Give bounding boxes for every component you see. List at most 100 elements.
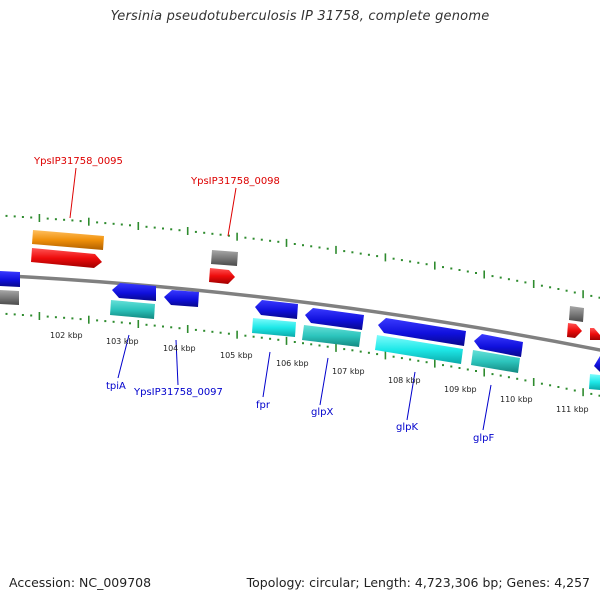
upper-track-dot <box>425 263 428 266</box>
callout-line-0097 <box>175 339 179 386</box>
upper-track-dot <box>442 266 444 269</box>
lower-track-dot <box>516 377 519 380</box>
upper-track-dot <box>409 260 412 263</box>
lower-track-dot <box>549 384 552 387</box>
gene-blue-glpK <box>378 318 466 346</box>
label-YpsIP31758_0097: YpsIP31758_0097 <box>133 387 223 398</box>
gene-blue-glpF <box>474 334 523 357</box>
upper-track-dot <box>260 238 263 241</box>
upper-track-dot <box>227 234 230 237</box>
upper-track-dot <box>162 227 164 230</box>
label-YpsIP31758_0098: YpsIP31758_0098 <box>190 176 280 187</box>
upper-track-dot <box>96 221 99 224</box>
lower-track-dot <box>203 329 206 332</box>
lower-track-dot <box>565 387 568 390</box>
lower-track-dot <box>409 358 412 361</box>
upper-track-dot <box>400 259 403 262</box>
lower-track-dot <box>120 321 123 324</box>
callout-line-glpK <box>406 371 416 421</box>
upper-track-dot <box>252 237 255 240</box>
lower-track-dot <box>112 320 115 323</box>
lower-track-dot <box>79 318 82 321</box>
callout-line-fpr <box>262 351 271 398</box>
lower-track-dot <box>252 335 255 338</box>
lower-track-dot <box>392 355 395 358</box>
upper-track-dot <box>178 229 181 232</box>
upper-track-dot <box>475 272 477 274</box>
lower-track-dot <box>302 342 304 345</box>
tick-label-108: 108 kbp <box>388 376 421 385</box>
lower-track-dot <box>30 314 33 317</box>
upper-track-dot <box>269 239 272 242</box>
upper-track-dot <box>359 252 362 255</box>
footer-accession: Accession: NC_009708 <box>9 575 152 590</box>
gene-blue-right-edge <box>594 356 600 372</box>
callout-line-tpiA <box>117 334 130 379</box>
footer-stats: Topology: circular; Length: 4,723,306 bp… <box>246 575 590 590</box>
upper-track-dot <box>5 214 8 217</box>
lower-track-dot <box>96 319 99 322</box>
lower-track-dot <box>425 361 428 364</box>
upper-track-dot <box>145 225 148 228</box>
callout-line-0098 <box>227 187 237 237</box>
upper-track-dot <box>104 222 107 225</box>
upper-track-dot <box>516 279 519 282</box>
lower-track-dot <box>219 331 222 334</box>
upper-tick-track <box>5 214 600 299</box>
upper-track-dot <box>194 230 197 233</box>
lower-track-dot <box>318 344 321 347</box>
lower-track-dot <box>590 392 593 395</box>
tick-label-111: 111 kbp <box>556 405 589 414</box>
upper-track-dot <box>392 257 395 260</box>
upper-track-dot <box>590 294 593 297</box>
lower-track-dot <box>54 316 57 319</box>
lower-track-dot <box>499 374 502 377</box>
upper-track-dot <box>120 223 123 226</box>
lower-track-dot <box>376 353 379 356</box>
lower-track-dot <box>524 379 527 382</box>
upper-track-dot <box>540 284 543 287</box>
lower-track-dot <box>153 324 156 327</box>
upper-track-dot <box>367 253 370 256</box>
gene-blue-left-edge <box>0 271 20 287</box>
gene-orange-upper <box>32 230 104 250</box>
lower-track-dot <box>277 338 280 341</box>
lower-track-dot <box>129 322 131 325</box>
label-tpiA: tpiA <box>106 381 126 392</box>
lower-track-dot <box>194 328 197 331</box>
lower-track-dot <box>145 323 148 326</box>
lower-track-dot <box>104 320 107 323</box>
upper-track-dot <box>499 276 502 279</box>
upper-track-dot <box>293 243 296 245</box>
upper-track-dot <box>565 289 568 292</box>
lower-track-dot <box>507 376 510 379</box>
tick-label-104: 104 kbp <box>163 344 196 353</box>
tick-label-106: 106 kbp <box>276 359 309 368</box>
lower-track-dot <box>21 314 24 316</box>
upper-track-dot <box>211 232 214 235</box>
upper-track-dot <box>557 288 560 290</box>
upper-track-dot <box>153 226 156 229</box>
upper-track-dot <box>598 296 600 299</box>
lower-track-dot <box>170 326 173 329</box>
upper-track-dot <box>491 275 494 278</box>
gene-cyan-fpr <box>252 318 296 337</box>
gene-red-upper <box>31 248 102 268</box>
upper-track-dot <box>573 291 576 294</box>
tick-label-102: 102 kbp <box>50 331 83 340</box>
lower-track-dot <box>227 332 230 335</box>
upper-track-dot <box>450 267 453 270</box>
lower-track-dot <box>400 357 403 360</box>
tick-label-109: 109 kbp <box>444 385 477 394</box>
gene-gray-upper-right <box>569 306 584 322</box>
gene-red-upper-right <box>567 323 582 338</box>
lower-track-dot <box>293 341 296 343</box>
lower-tick-track <box>5 312 600 397</box>
upper-track-dot <box>310 245 313 248</box>
upper-track-dot <box>112 222 115 225</box>
gene-blue-glpX <box>305 308 364 330</box>
tick-label-105: 105 kbp <box>220 351 253 360</box>
upper-track-dot <box>54 218 57 221</box>
lower-track-dot <box>458 367 461 369</box>
